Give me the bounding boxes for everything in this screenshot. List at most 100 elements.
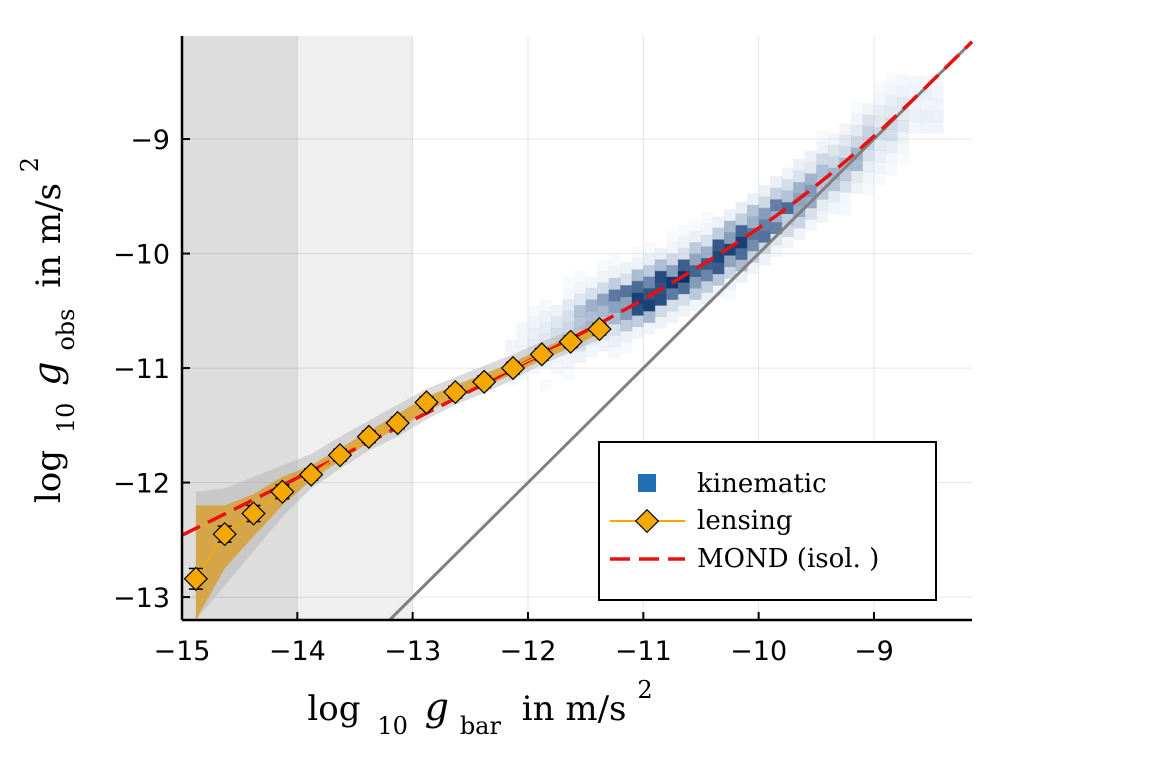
- histogram-cell: [816, 141, 829, 154]
- histogram-cell: [527, 316, 541, 329]
- histogram-cell: [747, 204, 760, 217]
- histogram-cell: [574, 316, 587, 329]
- histogram-cell: [839, 180, 852, 193]
- histogram-cell: [793, 204, 806, 217]
- histogram-cell: [666, 265, 679, 277]
- histogram-cell: [643, 242, 656, 255]
- histogram-cell: [643, 310, 656, 323]
- lensing-point: [241, 501, 266, 526]
- identity-line: [388, 40, 974, 622]
- histogram-cell: [885, 118, 898, 131]
- histogram-cell: [920, 98, 933, 111]
- histogram-cell: [712, 285, 725, 298]
- histogram-cell: [770, 176, 783, 189]
- histogram-cell: [908, 87, 921, 100]
- histogram-cell: [804, 219, 817, 232]
- histogram-cell: [873, 161, 887, 174]
- histogram-cell: [827, 144, 840, 157]
- histogram-cell: [747, 239, 760, 252]
- histogram-cell: [574, 305, 587, 318]
- histogram-cell: [816, 210, 829, 223]
- lensing-inner-band: [195, 322, 600, 620]
- histogram-cell: [839, 203, 852, 216]
- histogram-cell: [654, 270, 667, 283]
- histogram-cell: [562, 299, 575, 312]
- histogram-cell: [689, 265, 702, 277]
- histogram-cell: [897, 85, 910, 98]
- histogram-cell: [677, 259, 690, 272]
- histogram-cell: [562, 322, 575, 335]
- histogram-cell: [574, 282, 587, 295]
- lensing-point: [558, 329, 583, 354]
- histogram-cell: [920, 87, 933, 100]
- histogram-cell: [827, 190, 840, 203]
- histogram-cell: [758, 207, 771, 220]
- histogram-cell: [631, 315, 644, 328]
- histogram-cell: [643, 322, 656, 335]
- lensing-point: [443, 379, 468, 405]
- lensing-point: [327, 442, 353, 468]
- lensing-point: [471, 369, 497, 394]
- histogram-cell: [885, 83, 898, 96]
- histogram-cell: [608, 266, 621, 279]
- y-tick-label: −12: [113, 469, 170, 500]
- histogram-cell: [839, 123, 852, 136]
- histogram-cell: [839, 192, 852, 204]
- histogram-cell: [700, 269, 714, 282]
- histogram-cell: [781, 190, 794, 203]
- lensing-point: [356, 424, 381, 449]
- histogram-cell: [908, 110, 921, 123]
- histogram-cell: [677, 224, 690, 237]
- histogram-cell: [654, 293, 667, 306]
- histogram-cell: [770, 222, 783, 235]
- histogram-cell: [654, 305, 667, 318]
- histogram-cell: [597, 270, 610, 283]
- histogram-cell: [804, 161, 817, 174]
- histogram-cell: [735, 259, 748, 272]
- histogram-cell: [551, 362, 564, 375]
- histogram-cell: [539, 310, 552, 323]
- lensing-point: [500, 355, 526, 381]
- histogram-cell: [712, 273, 725, 286]
- histogram-cell: [689, 299, 702, 312]
- histogram-cell: [585, 345, 598, 358]
- histogram-cell: [908, 98, 921, 111]
- histogram-cell: [700, 234, 714, 247]
- histogram-cell: [677, 236, 690, 249]
- legend: kinematic lensing MOND (isol. ): [598, 441, 937, 601]
- histogram-cell: [551, 316, 564, 329]
- histogram-cell: [724, 243, 737, 256]
- histogram-cell: [527, 362, 541, 375]
- histogram-cell: [897, 74, 910, 87]
- histogram-cell: [781, 213, 794, 226]
- histogram-cell: [793, 227, 806, 240]
- histogram-cell: [631, 246, 644, 259]
- histogram-cell: [885, 163, 898, 176]
- histogram-cell: [793, 170, 806, 183]
- histogram-cell: [804, 207, 817, 220]
- histogram-cell: [827, 167, 840, 180]
- histogram-cell: [781, 179, 794, 192]
- histogram-cell: [654, 247, 667, 260]
- histogram-cell: [585, 333, 598, 346]
- histogram-cell: [862, 103, 875, 116]
- histogram-cell: [850, 113, 863, 126]
- histogram-cell: [700, 257, 714, 270]
- histogram-cell: [585, 299, 598, 312]
- histogram-cell: [827, 202, 840, 214]
- histogram-cell: [527, 339, 541, 352]
- histogram-cell: [770, 233, 783, 246]
- histogram-cell: [574, 293, 587, 306]
- histogram-cell: [631, 326, 644, 339]
- histogram-cell: [689, 219, 702, 232]
- histogram-cell: [735, 224, 748, 237]
- histogram-cell: [931, 76, 944, 89]
- histogram-cell: [885, 129, 898, 142]
- histogram-cell: [862, 171, 875, 184]
- histogram-cell: [873, 104, 887, 117]
- histogram-cell: [539, 379, 552, 392]
- histogram-cell: [608, 335, 621, 348]
- histogram-cell: [597, 339, 610, 352]
- histogram-cell: [527, 305, 541, 318]
- histogram-cell: [631, 292, 644, 305]
